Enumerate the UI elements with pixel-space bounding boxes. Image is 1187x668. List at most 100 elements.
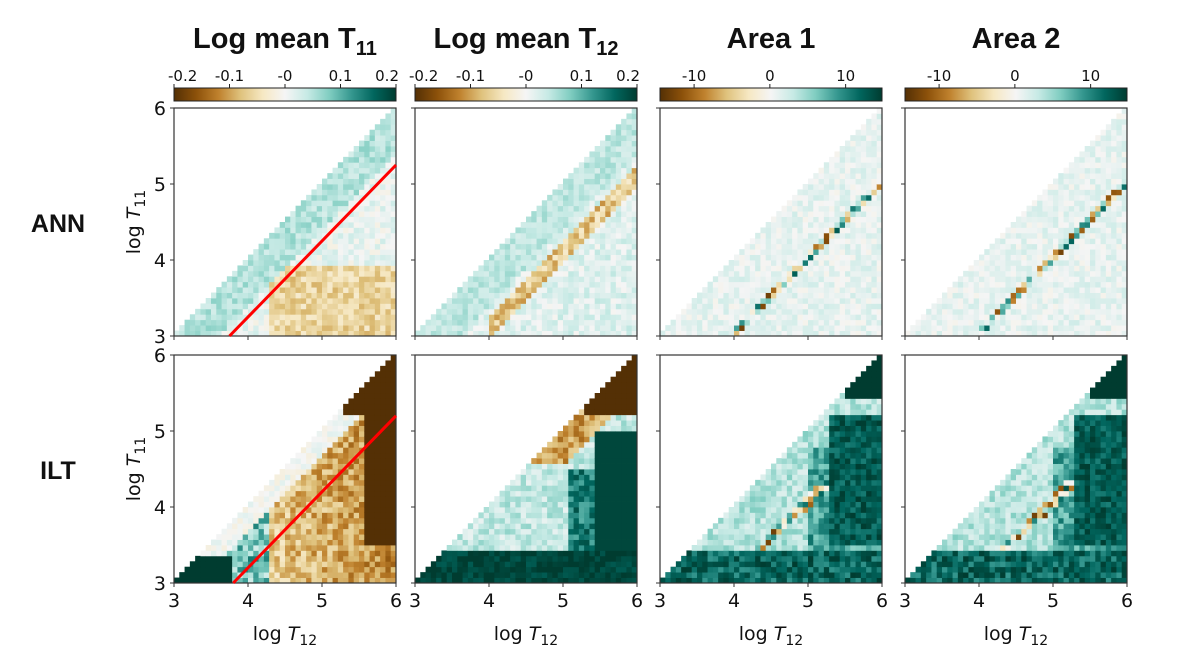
heatmap-cell <box>364 271 370 277</box>
heatmap-cell <box>248 540 254 546</box>
heatmap-cell <box>616 189 622 195</box>
heatmap-cell <box>552 436 558 442</box>
heatmap-cell <box>589 287 595 293</box>
heatmap-cell <box>333 314 339 320</box>
heatmap-cell <box>317 282 323 288</box>
heatmap-cell <box>348 271 354 277</box>
heatmap-cell <box>584 469 590 475</box>
heatmap-cell <box>771 260 777 266</box>
heatmap-cell <box>787 298 793 304</box>
heatmap-cell <box>547 309 553 315</box>
heatmap-cell <box>510 496 516 502</box>
heatmap-cell <box>568 206 574 212</box>
heatmap-cell <box>595 244 601 250</box>
heatmap-cell <box>568 238 574 244</box>
heatmap-cell <box>871 249 877 255</box>
heatmap-cell <box>792 550 798 556</box>
heatmap-cell <box>364 227 370 233</box>
heatmap-cell <box>605 265 611 271</box>
heatmap-cell <box>702 320 708 326</box>
heatmap-cell <box>343 415 349 421</box>
heatmap-cell <box>771 271 777 277</box>
heatmap-cell <box>600 168 606 174</box>
heatmap-cell <box>595 320 601 326</box>
heatmap-cell <box>375 512 381 518</box>
heatmap-cell <box>338 179 344 185</box>
heatmap-cell <box>370 540 376 546</box>
heatmap-cell <box>584 409 590 415</box>
heatmap-cell <box>343 271 349 277</box>
heatmap-cell <box>739 271 745 277</box>
heatmap-cell <box>563 287 569 293</box>
heatmap-cell <box>322 303 328 309</box>
heatmap-cell <box>595 453 601 459</box>
heatmap-cell <box>616 276 622 282</box>
heatmap-cell <box>248 282 254 288</box>
heatmap-cell <box>521 233 527 239</box>
heatmap-cell <box>248 293 254 299</box>
heatmap-cell <box>621 404 627 410</box>
heatmap-cell <box>563 529 569 535</box>
heatmap-cell <box>375 320 381 326</box>
heatmap-cell <box>463 309 469 315</box>
heatmap-cell <box>200 314 206 320</box>
heatmap-cell <box>776 474 782 480</box>
heatmap-cell <box>317 298 323 304</box>
heatmap-cell <box>322 227 328 233</box>
heatmap-cell <box>264 303 270 309</box>
heatmap-cell <box>343 260 349 266</box>
heatmap-cell <box>574 206 580 212</box>
heatmap-cell <box>600 409 606 415</box>
heatmap-cell <box>766 523 772 529</box>
heatmap-cell <box>616 173 622 179</box>
heatmap-cell <box>782 518 788 524</box>
heatmap-cell <box>500 502 506 508</box>
heatmap-cell <box>861 303 867 309</box>
heatmap-cell <box>739 325 745 331</box>
heatmap-cell <box>866 276 872 282</box>
heatmap-cell <box>718 523 724 529</box>
heatmap-cell <box>370 179 376 185</box>
heatmap-cell <box>621 298 627 304</box>
heatmap-cell <box>484 320 490 326</box>
heatmap-cell <box>542 211 548 217</box>
heatmap-cell <box>616 287 622 293</box>
heatmap-cell <box>301 491 307 497</box>
heatmap-cell <box>611 496 617 502</box>
heatmap-cell <box>375 217 381 223</box>
heatmap-cell <box>259 265 265 271</box>
heatmap-cell <box>211 314 217 320</box>
heatmap-cell <box>515 249 521 255</box>
heatmap-cell <box>306 206 312 212</box>
heatmap-cell <box>834 211 840 217</box>
heatmap-cell <box>248 518 254 524</box>
heatmap-cell <box>819 265 825 271</box>
heatmap-cell <box>766 271 772 277</box>
heatmap-cell <box>776 534 782 540</box>
heatmap-cell <box>579 550 585 556</box>
heatmap-cell <box>290 485 296 491</box>
heatmap-cell <box>473 567 479 573</box>
heatmap-cell <box>354 211 360 217</box>
heatmap-cell <box>364 388 370 394</box>
heatmap-cell <box>370 572 376 578</box>
heatmap-cell <box>729 325 735 331</box>
heatmap-cell <box>595 502 601 508</box>
heatmap-cell <box>537 458 543 464</box>
heatmap-cell <box>552 233 558 239</box>
heatmap-cell <box>468 540 474 546</box>
heatmap-cell <box>322 556 328 562</box>
heatmap-cell <box>766 502 772 508</box>
heatmap-cell <box>792 325 798 331</box>
heatmap-cell <box>385 162 391 168</box>
heatmap-cell <box>616 561 622 567</box>
heatmap-cell <box>824 309 830 315</box>
heatmap-cell <box>232 534 238 540</box>
heatmap-cell <box>766 287 772 293</box>
heatmap-cell <box>776 244 782 250</box>
heatmap-cell <box>755 293 761 299</box>
heatmap-cell <box>436 556 442 562</box>
heatmap-cell <box>568 265 574 271</box>
heatmap-cell <box>739 309 745 315</box>
heatmap-cell <box>542 534 548 540</box>
